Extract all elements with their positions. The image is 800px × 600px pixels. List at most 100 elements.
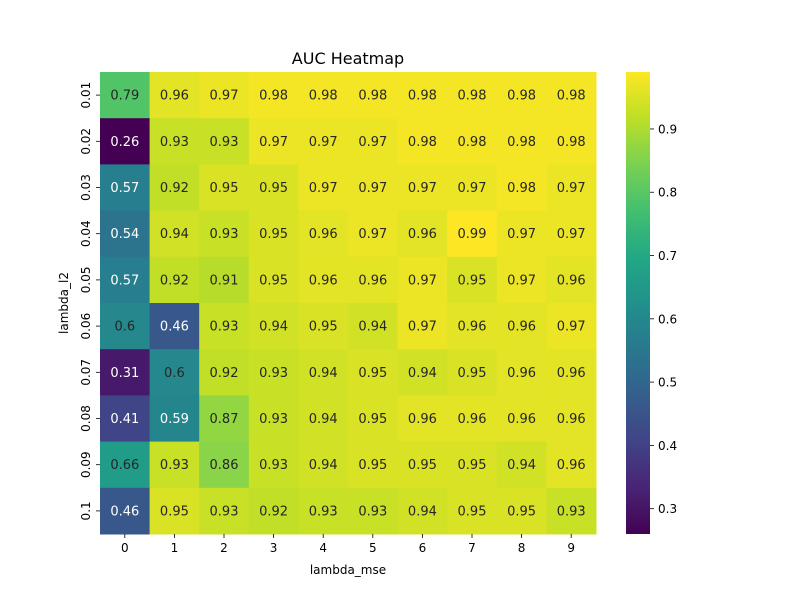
- cell-value-label: 0.94: [507, 458, 536, 473]
- cell-value-label: 0.97: [557, 181, 586, 196]
- heatmap-cell: [348, 256, 399, 304]
- heatmap-cell: [447, 441, 498, 489]
- x-tick-label: 7: [468, 541, 476, 555]
- x-tick-label: 4: [319, 541, 327, 555]
- cell-value-label: 0.94: [309, 412, 338, 427]
- cell-value-label: 0.96: [557, 412, 586, 427]
- y-tick-label: 0.01: [79, 82, 93, 109]
- cell-value-label: 0.41: [110, 412, 139, 427]
- cell-value-label: 0.93: [259, 412, 288, 427]
- cell-value-label: 0.97: [408, 273, 437, 288]
- heatmap-cell: [199, 256, 250, 304]
- heatmap-cell: [496, 303, 547, 350]
- heatmap-cell: [348, 441, 399, 489]
- heatmap-cell: [248, 395, 299, 443]
- heatmap-cell: [546, 441, 597, 489]
- cell-value-label: 0.97: [358, 227, 387, 242]
- heatmap-cell: [546, 395, 597, 443]
- x-tick-label: 0: [121, 541, 129, 555]
- cell-value-label: 0.96: [309, 227, 338, 242]
- heatmap-cell: [100, 256, 151, 304]
- cell-value-label: 0.97: [507, 227, 536, 242]
- heatmap-cell: [149, 118, 200, 165]
- cell-value-label: 0.94: [309, 458, 338, 473]
- cell-value-label: 0.93: [259, 458, 288, 473]
- cell-value-label: 0.97: [309, 181, 338, 196]
- heatmap-cell: [496, 164, 547, 212]
- heatmap-cell: [149, 487, 200, 535]
- cell-value-label: 0.96: [160, 89, 189, 104]
- cell-value-label: 0.97: [557, 227, 586, 242]
- cell-value-label: 0.96: [557, 366, 586, 381]
- y-axis-label: lambda_l2: [57, 272, 71, 334]
- cell-value-label: 0.98: [408, 89, 437, 104]
- cell-value-label: 0.97: [358, 135, 387, 150]
- heatmap-cell: [199, 349, 250, 396]
- cell-value-label: 0.98: [507, 135, 536, 150]
- cell-value-label: 0.93: [309, 504, 338, 519]
- cell-value-label: 0.79: [110, 89, 139, 104]
- cell-value-label: 0.95: [458, 366, 487, 381]
- heatmap-cell: [248, 118, 299, 165]
- heatmap-cell: [298, 395, 349, 443]
- cell-value-label: 0.94: [408, 366, 437, 381]
- cell-value-label: 0.96: [408, 227, 437, 242]
- heatmap-cell: [348, 487, 399, 535]
- x-tick-label: 6: [419, 541, 427, 555]
- x-tick-label: 3: [270, 541, 278, 555]
- cell-value-label: 0.46: [160, 320, 189, 335]
- cell-value-label: 0.98: [259, 89, 288, 104]
- cell-value-label: 0.97: [408, 181, 437, 196]
- cell-value-label: 0.96: [358, 273, 387, 288]
- cell-value-label: 0.93: [210, 227, 239, 242]
- heatmap-cell: [496, 118, 547, 165]
- heatmap-cell: [100, 118, 151, 165]
- heatmap-cell: [149, 349, 200, 396]
- heatmap-cell: [546, 256, 597, 304]
- heatmap-cell: [496, 349, 547, 396]
- colorbar-tick-label: 0.8: [658, 186, 677, 200]
- y-axis: 0.01 0.02 0.03 0.04 0.05 0.06 0.07 0.08 0.09 0.1: [79, 82, 100, 520]
- heatmap-cell: [447, 164, 498, 212]
- heatmap-cell: [348, 349, 399, 396]
- cell-value-label: 0.93: [358, 504, 387, 519]
- cell-value-label: 0.96: [507, 366, 536, 381]
- heatmap-cell: [100, 303, 151, 350]
- cell-value-label: 0.98: [557, 89, 586, 104]
- cell-value-label: 0.87: [210, 412, 239, 427]
- heatmap-cell: [298, 164, 349, 212]
- heatmap-cell: [496, 72, 547, 119]
- cell-value-label: 0.54: [110, 227, 139, 242]
- y-tick-label: 0.02: [79, 128, 93, 155]
- heatmap-cell: [298, 441, 349, 489]
- cell-value-label: 0.57: [110, 181, 139, 196]
- cell-value-label: 0.93: [210, 504, 239, 519]
- cell-value-label: 0.96: [309, 273, 338, 288]
- heatmap-cell: [149, 72, 200, 119]
- cell-value-label: 0.93: [210, 320, 239, 335]
- cell-value-label: 0.98: [309, 89, 338, 104]
- cell-value-label: 0.93: [259, 366, 288, 381]
- cell-value-label: 0.94: [408, 504, 437, 519]
- cell-value-label: 0.95: [259, 273, 288, 288]
- colorbar-tick-label: 0.3: [658, 502, 677, 516]
- cell-value-label: 0.95: [210, 181, 239, 196]
- cell-value-label: 0.93: [160, 135, 189, 150]
- heatmap-cell: [397, 487, 448, 535]
- cell-value-label: 0.96: [557, 458, 586, 473]
- cell-value-label: 0.92: [160, 273, 189, 288]
- cell-value-label: 0.95: [358, 458, 387, 473]
- heatmap-cell: [298, 210, 349, 258]
- x-axis: 0 1 2 3 4 5 6 7 8 9: [121, 534, 575, 555]
- heatmap-cell: [248, 210, 299, 258]
- cell-value-label: 0.98: [557, 135, 586, 150]
- cell-value-label: 0.95: [259, 227, 288, 242]
- heatmap-cell: [149, 441, 200, 489]
- cell-value-label: 0.91: [210, 273, 239, 288]
- heatmap-cell: [100, 72, 151, 119]
- heatmap-cell: [447, 72, 498, 119]
- cell-value-label: 0.99: [458, 227, 487, 242]
- heatmap-cell: [397, 303, 448, 350]
- heatmap-cell: [546, 72, 597, 119]
